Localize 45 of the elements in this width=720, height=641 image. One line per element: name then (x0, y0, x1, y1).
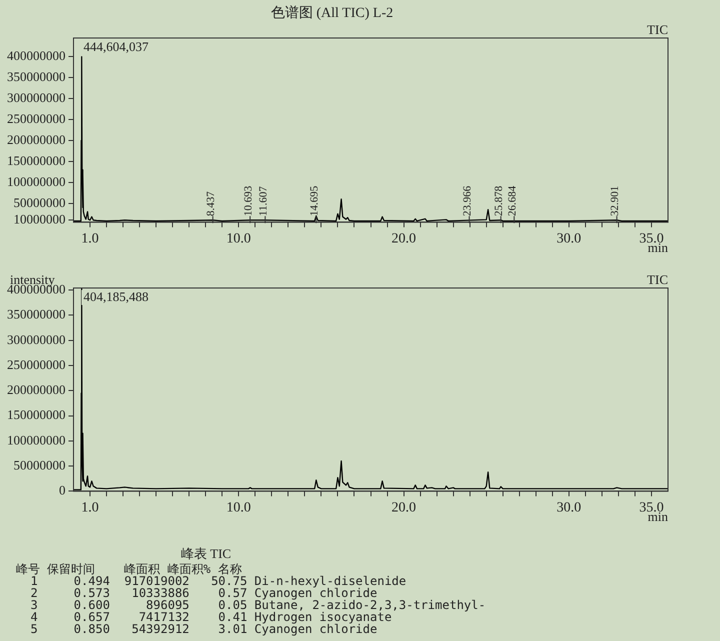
x-tick-label: 30.0 (556, 500, 582, 516)
text: 峰表 TIC (180, 545, 232, 563)
y-tick-label: 250000000 (7, 356, 66, 372)
x-tick-label: 1.0 (81, 500, 99, 516)
annotation: 11.607 (258, 186, 270, 216)
y-tick-label: 400000000 (7, 48, 66, 64)
x-tick-label: 10.0 (226, 500, 251, 516)
text: 2 0.573 10333886 0.57 Cyanogen chloride (29, 586, 378, 600)
y-tick-label: 50000000 (14, 457, 66, 472)
chart-title: 色谱图 (All TIC) L-2 (270, 4, 394, 22)
x-tick-label: 1.0 (81, 231, 99, 246)
y-tick-label: 350000000 (7, 306, 66, 322)
annotation: 25.878 (493, 185, 506, 216)
y-tick-label: 350000000 (7, 69, 66, 84)
text: 3 0.600 896095 0.05 Butane, 2-azido-2,3,3-trimethyl- (29, 598, 487, 612)
annotation: 14.695 (308, 185, 321, 216)
y-tick-label: 100000000 (7, 174, 66, 189)
y-tick-label: 200000000 (7, 382, 66, 398)
y-tick-label: 200000000 (7, 132, 66, 147)
y-tick-label: 300000000 (7, 332, 66, 347)
y-tick-label: 150000000 (7, 152, 66, 168)
annotation: 8.437 (205, 190, 218, 216)
text: 5 0.850 54392912 3.01 Cyanogen chloride (29, 622, 378, 636)
y-tick-label: 250000000 (7, 110, 66, 126)
annotation: 444,604,037 (84, 38, 149, 54)
text: TIC (647, 22, 668, 37)
annotation: 10.693 (242, 185, 254, 216)
annotation: 23.966 (462, 185, 474, 216)
y-tick-label: 10000000 (14, 212, 66, 227)
x-tick-label: 10.0 (226, 231, 251, 246)
y-tick-label: 150000000 (7, 407, 66, 422)
y-tick-label: 0 (59, 482, 66, 498)
y-tick-label: 50000000 (14, 194, 66, 210)
text: TIC (647, 272, 668, 287)
annotation: 404,185,488 (84, 288, 148, 304)
text: 4 0.657 7417132 0.41 Hydrogen isocyanate (29, 610, 392, 624)
text: 1 0.494 917019002 50.75 Di-n-hexyl-diselenide (30, 574, 408, 588)
x-tick-label: 20.0 (392, 500, 416, 516)
x-tick-label: 20.0 (392, 231, 416, 246)
annotation: 26.684 (506, 185, 519, 216)
text: 峰号 保留时间 峰面积 峰面积% 名称 (16, 562, 243, 576)
y-tick-label: 100000000 (7, 432, 66, 448)
x-tick-label: 30.0 (556, 231, 582, 246)
annotation: 32.901 (609, 186, 622, 216)
y-tick-label: 300000000 (7, 90, 66, 106)
